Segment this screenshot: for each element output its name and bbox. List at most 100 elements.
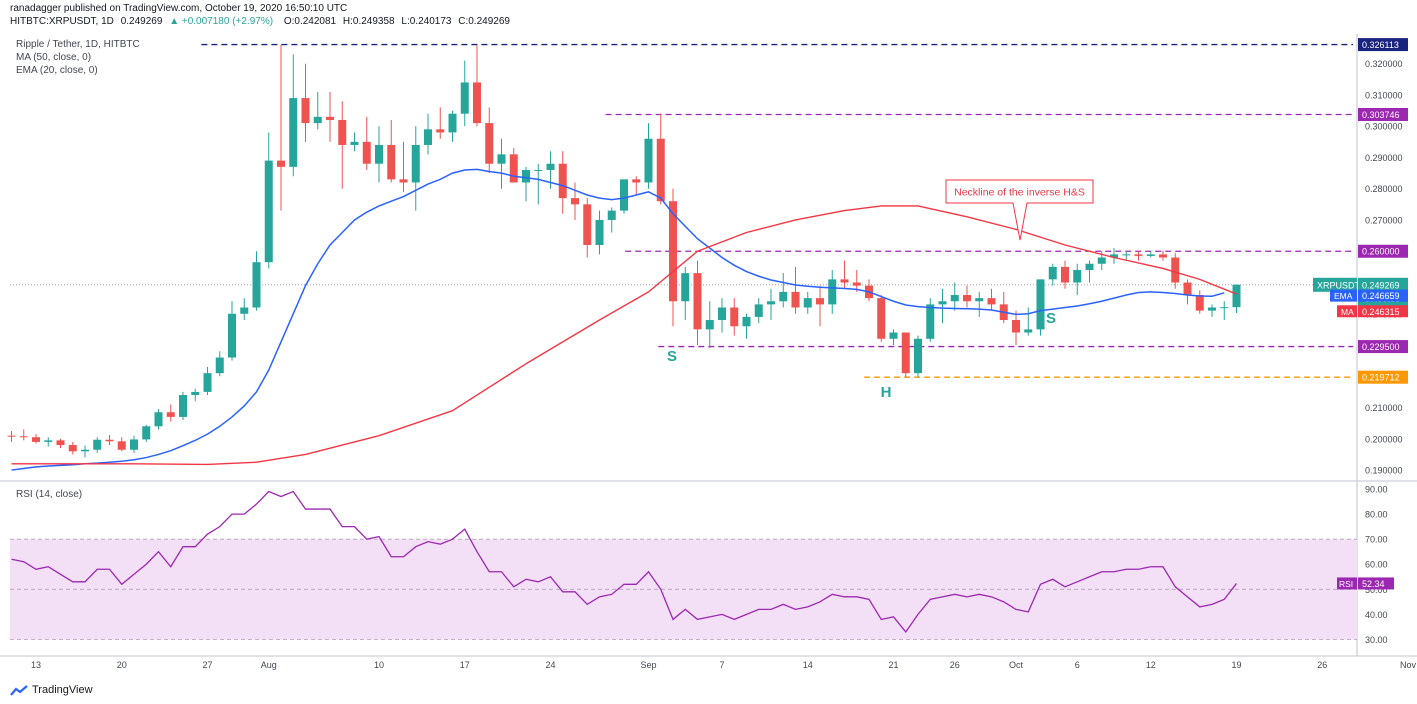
candle bbox=[558, 151, 567, 214]
candle-body bbox=[1183, 282, 1192, 296]
candle-body bbox=[938, 301, 947, 305]
tradingview-logo-icon bbox=[10, 684, 28, 696]
candle-body bbox=[387, 144, 396, 180]
right-shoulder-label: S bbox=[1046, 310, 1056, 327]
candle-body bbox=[1122, 254, 1131, 256]
candle-body bbox=[987, 298, 996, 305]
ma-tag-label: MA bbox=[1341, 307, 1354, 317]
candle-body bbox=[142, 426, 151, 440]
candle bbox=[963, 285, 971, 308]
time-tick-label: 26 bbox=[950, 660, 960, 670]
ema-value-tag bbox=[1358, 289, 1408, 302]
candle-body bbox=[7, 435, 16, 437]
candle-body bbox=[313, 116, 322, 124]
candle-body bbox=[264, 160, 273, 263]
ema-value-text: 0.246659 bbox=[1362, 291, 1400, 301]
candle-body bbox=[1220, 307, 1229, 309]
candle-body bbox=[644, 138, 653, 183]
time-tick-label: 6 bbox=[1075, 660, 1080, 670]
candle-body bbox=[436, 129, 445, 133]
candle-body bbox=[252, 262, 261, 308]
candle bbox=[228, 301, 236, 361]
candle-body bbox=[56, 440, 65, 446]
candle-body bbox=[975, 298, 984, 302]
candle bbox=[644, 123, 653, 189]
price-level-tag-text: 0.219712 bbox=[1362, 373, 1400, 383]
candle-body bbox=[424, 129, 432, 145]
candle bbox=[852, 270, 861, 292]
candle bbox=[926, 298, 935, 342]
candle-body bbox=[816, 298, 824, 305]
candle bbox=[1220, 301, 1229, 321]
candle-body bbox=[215, 357, 224, 374]
last-price: 0.249269 bbox=[120, 16, 163, 27]
ma-legend[interactable]: MA (50, close, 0) bbox=[16, 52, 92, 63]
candle bbox=[32, 434, 40, 444]
candle bbox=[791, 266, 800, 314]
candle bbox=[362, 116, 371, 170]
candle bbox=[1036, 279, 1045, 336]
time-tick-label: 27 bbox=[202, 660, 212, 670]
candle bbox=[1183, 279, 1192, 305]
candle-body bbox=[473, 82, 481, 124]
candle-body bbox=[93, 439, 102, 450]
candle bbox=[522, 166, 530, 202]
candle-body bbox=[338, 119, 347, 145]
time-tick-label: Nov bbox=[1400, 660, 1417, 670]
candle bbox=[889, 329, 898, 346]
candle-body bbox=[914, 338, 922, 374]
candle bbox=[901, 332, 910, 378]
candle bbox=[754, 298, 763, 324]
symbol-tag bbox=[1313, 277, 1357, 292]
candle-body bbox=[767, 301, 775, 305]
candle-body bbox=[558, 163, 567, 199]
candle bbox=[840, 260, 849, 289]
ma-value-tag bbox=[1358, 305, 1408, 318]
ema-legend[interactable]: EMA (20, close, 0) bbox=[16, 65, 98, 76]
candle bbox=[313, 91, 322, 130]
candle bbox=[938, 288, 947, 324]
rsi-tick-label: 90.00 bbox=[1365, 485, 1388, 495]
price-tick-label: 0.290000 bbox=[1365, 153, 1403, 163]
candle bbox=[424, 113, 432, 155]
candle-body bbox=[632, 179, 641, 183]
candle bbox=[1110, 248, 1118, 264]
callout-box bbox=[945, 179, 1094, 241]
candle bbox=[93, 437, 102, 453]
low-value: L:0.240173 bbox=[401, 16, 452, 27]
candle-body bbox=[705, 320, 714, 330]
rsi-line bbox=[11, 490, 1238, 634]
candle bbox=[117, 437, 126, 452]
candle-body bbox=[620, 179, 628, 211]
candle-body bbox=[130, 439, 138, 450]
rsi-value-text: 52.34 bbox=[1362, 579, 1385, 589]
indicator-legend[interactable]: Ripple / Tether, 1D, HITBTC MA (50, clos… bbox=[16, 38, 140, 77]
candle-body bbox=[693, 273, 702, 330]
candle bbox=[473, 44, 481, 127]
candle bbox=[1195, 290, 1204, 314]
candle-body bbox=[877, 298, 886, 339]
candle-body bbox=[375, 144, 383, 164]
candle-body bbox=[595, 219, 604, 245]
candle-body bbox=[448, 113, 457, 133]
time-tick-label: 14 bbox=[803, 660, 813, 670]
ema-line bbox=[11, 168, 1225, 471]
candle bbox=[68, 441, 77, 455]
candle bbox=[620, 179, 628, 214]
candle-body bbox=[191, 391, 200, 396]
rsi-legend[interactable]: RSI (14, close) bbox=[16, 489, 83, 500]
ema-tag bbox=[1330, 289, 1357, 302]
price-level-tag bbox=[1358, 38, 1408, 52]
time-tick-label: 7 bbox=[719, 660, 724, 670]
candle bbox=[865, 279, 873, 302]
candle bbox=[19, 429, 28, 441]
ma-line bbox=[11, 205, 1237, 466]
candle bbox=[595, 210, 604, 255]
time-tick-label: 17 bbox=[460, 660, 470, 670]
candle bbox=[203, 366, 212, 396]
candle bbox=[1024, 307, 1033, 336]
candle bbox=[338, 101, 347, 189]
candle bbox=[914, 335, 922, 378]
candle-body bbox=[1134, 254, 1143, 256]
